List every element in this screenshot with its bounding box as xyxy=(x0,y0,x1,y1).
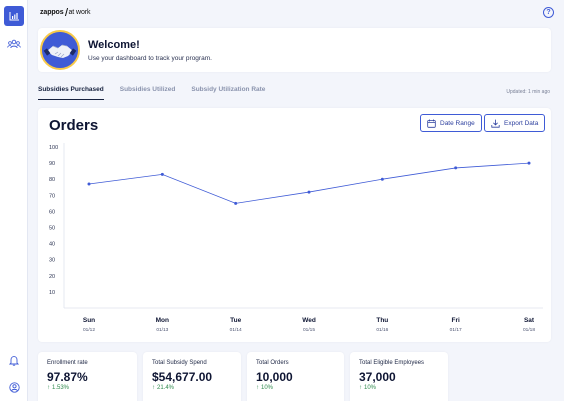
calendar-icon xyxy=(427,119,436,128)
data-point xyxy=(234,201,238,205)
x-tick-date: 01/15 xyxy=(303,327,315,333)
y-tick-label: 10 xyxy=(49,290,55,296)
account-button[interactable] xyxy=(4,377,24,397)
kpi-delta-value: 10% xyxy=(364,385,377,391)
y-tick-label: 90 xyxy=(49,161,55,167)
arrow-up-icon: ↑ xyxy=(152,385,155,391)
kpi-delta-value: 21.4% xyxy=(157,385,175,391)
x-tick-label: Fri xyxy=(452,317,461,324)
kpi-label: Enrollment rate xyxy=(47,360,88,366)
kpi-card-enrollment: Enrollment rate 97.87% ↑ 1.53% xyxy=(38,352,137,401)
y-tick-label: 30 xyxy=(49,258,55,264)
welcome-title: Welcome! xyxy=(88,39,140,51)
kpi-label: Total Orders xyxy=(256,360,289,366)
brand-name: zappos xyxy=(40,8,64,16)
download-icon xyxy=(491,119,500,128)
chart-title: Orders xyxy=(49,117,99,134)
brand-separator xyxy=(64,8,68,16)
data-point xyxy=(527,161,531,165)
y-tick-label: 40 xyxy=(49,242,55,248)
x-tick-label: Mon xyxy=(156,317,169,324)
kpi-card-eligible-employees: Total Eligible Employees 37,000 ↑ 10% xyxy=(350,352,448,401)
arrow-up-icon: ↑ xyxy=(256,385,259,391)
orders-line-chart: 10 20 30 40 50 60 70 80 90 100 Sun 01/12 Mon 01/13 Tue… xyxy=(49,143,543,333)
help-icon[interactable]: ? xyxy=(543,7,554,18)
notifications-button[interactable] xyxy=(4,350,24,370)
y-tick-label: 20 xyxy=(49,274,55,280)
x-tick-label: Wed xyxy=(302,317,316,324)
arrow-up-icon: ↑ xyxy=(359,385,362,391)
data-point xyxy=(380,177,384,181)
dashboard-nav-button[interactable] xyxy=(4,6,24,26)
handshake-illustration xyxy=(40,30,80,70)
kpi-delta: ↑ 10% xyxy=(256,385,273,391)
x-tick-label: Sun xyxy=(83,317,95,324)
x-tick-label: Sat xyxy=(524,317,535,324)
y-tick-label: 70 xyxy=(49,193,55,199)
kpi-delta-value: 10% xyxy=(261,385,274,391)
x-tick-date: 01/14 xyxy=(230,327,242,333)
kpi-value: 97.87% xyxy=(47,370,88,384)
x-tick-label: Tue xyxy=(230,317,241,324)
data-point xyxy=(307,190,311,194)
x-tick-date: 01/18 xyxy=(523,327,535,333)
x-tick-date: 01/12 xyxy=(83,327,95,333)
x-tick-date: 01/16 xyxy=(376,327,388,333)
y-tick-label: 100 xyxy=(49,145,58,151)
tab-subsidy-utilization-rate[interactable]: Subsidy Utilization Rate xyxy=(191,86,266,93)
kpi-value: 10,000 xyxy=(256,370,293,384)
export-data-button[interactable]: Export Data xyxy=(484,114,546,132)
date-range-button[interactable]: Date Range xyxy=(420,114,482,132)
bell-icon xyxy=(9,355,19,366)
welcome-card: Welcome! Use your dashboard to track you… xyxy=(38,28,551,72)
export-data-label: Export Data xyxy=(504,119,539,127)
kpi-delta: ↑ 21.4% xyxy=(152,385,174,391)
kpi-delta: ↑ 10% xyxy=(359,385,376,391)
kpi-delta-value: 1.53% xyxy=(52,385,70,391)
x-tick-label: Thu xyxy=(376,317,388,324)
user-icon xyxy=(8,381,20,393)
people-nav-button[interactable] xyxy=(4,34,24,54)
kpi-label: Total Subsidy Spend xyxy=(152,360,207,366)
top-bar: zappos at work ? xyxy=(28,0,564,26)
people-icon xyxy=(7,39,21,49)
orders-chart-card: Orders Date Range Export Data 10 20 30 40 50… xyxy=(38,108,551,342)
kpi-delta: ↑ 1.53% xyxy=(47,385,69,391)
y-tick-label: 60 xyxy=(49,209,55,215)
data-point xyxy=(160,172,164,176)
metric-tabs: Subsidies Purchased Subsidies Utilized S… xyxy=(38,86,265,100)
tab-subsidies-utilized[interactable]: Subsidies Utilized xyxy=(119,86,176,93)
brand-logo[interactable]: zappos at work xyxy=(40,8,90,16)
kpi-value: $54,677.00 xyxy=(152,370,213,384)
date-range-label: Date Range xyxy=(440,119,475,127)
side-nav xyxy=(0,0,28,401)
series-line xyxy=(88,162,530,204)
dashboard-icon xyxy=(9,12,19,21)
welcome-subtitle: Use your dashboard to track your program… xyxy=(88,55,212,62)
x-tick-date: 01/17 xyxy=(450,327,462,333)
arrow-up-icon: ↑ xyxy=(47,385,50,391)
tab-subsidies-purchased[interactable]: Subsidies Purchased xyxy=(38,86,104,100)
data-point xyxy=(454,166,458,170)
kpi-card-subsidy-spend: Total Subsidy Spend $54,677.00 ↑ 21.4% xyxy=(143,352,241,401)
y-tick-label: 80 xyxy=(49,177,55,183)
kpi-card-total-orders: Total Orders 10,000 ↑ 10% xyxy=(247,352,344,401)
data-point xyxy=(87,182,91,186)
kpi-value: 37,000 xyxy=(359,370,396,384)
y-tick-label: 50 xyxy=(49,226,55,232)
updated-timestamp: Updated: 1 min ago xyxy=(506,89,550,95)
kpi-label: Total Eligible Employees xyxy=(359,360,425,366)
x-tick-date: 01/13 xyxy=(156,327,168,333)
brand-suffix: at work xyxy=(68,8,91,16)
